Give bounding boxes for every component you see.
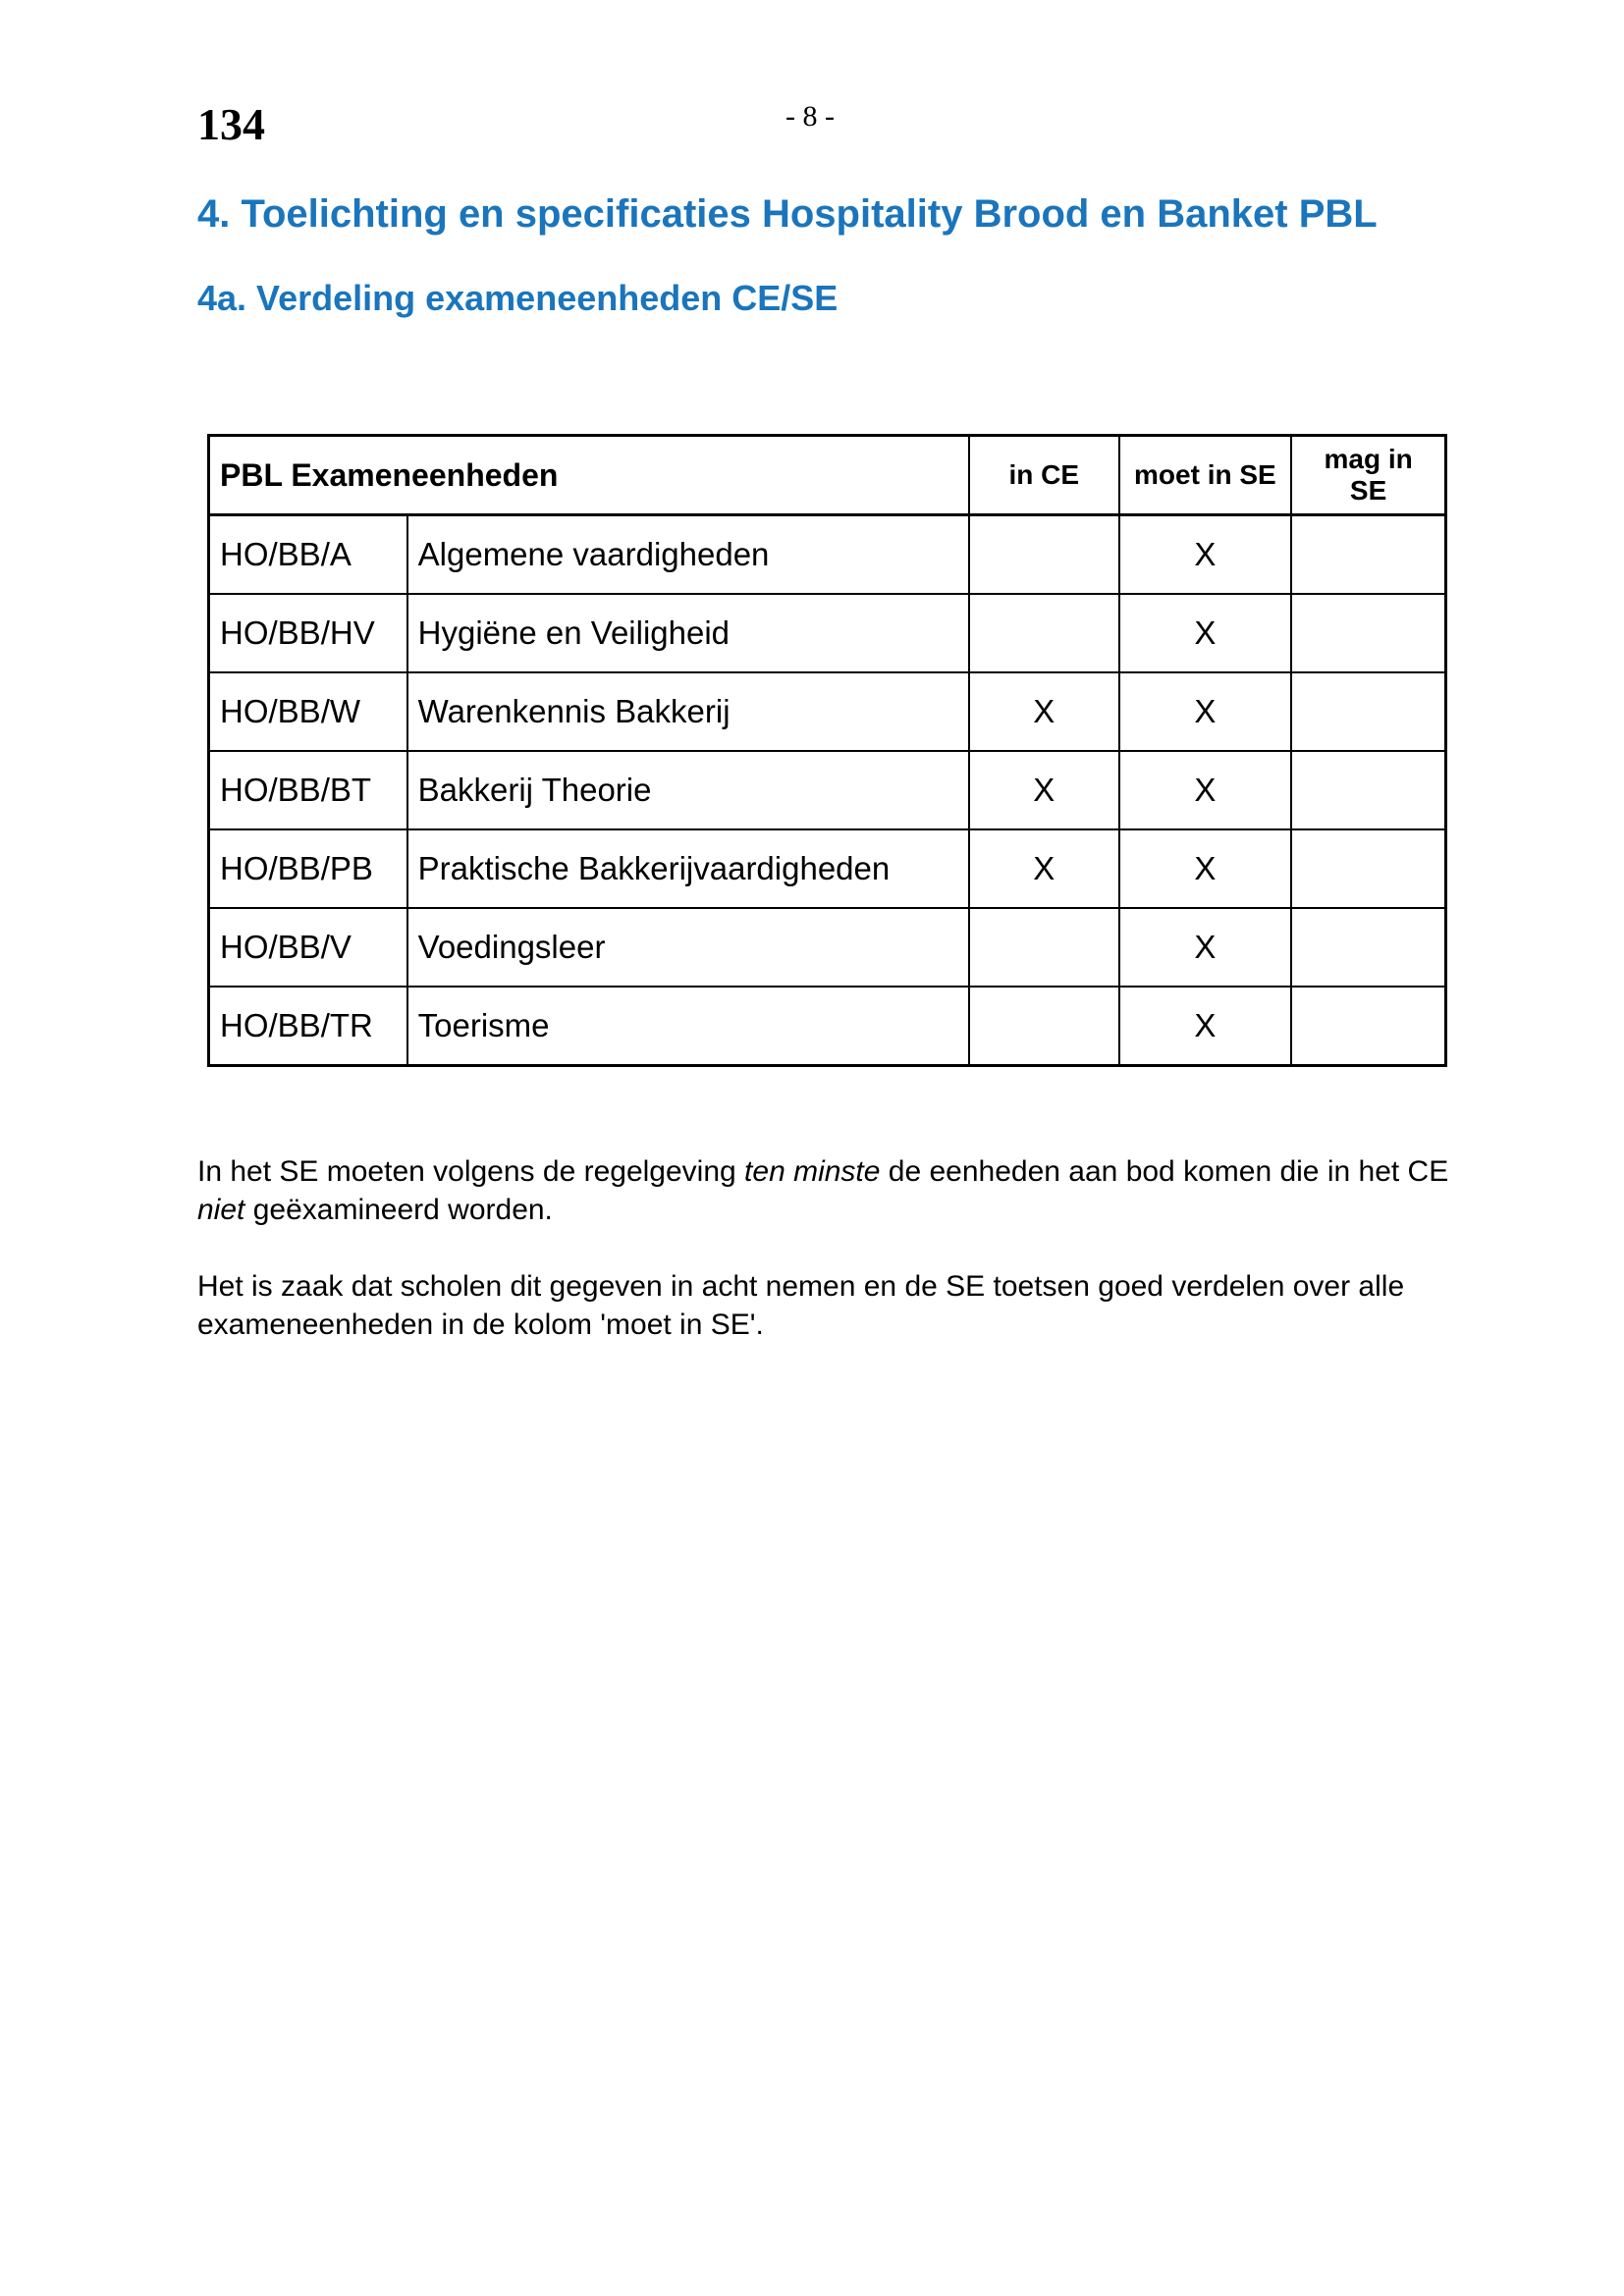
cell-mag-se bbox=[1290, 671, 1447, 752]
cell-mag-se bbox=[1290, 750, 1447, 830]
exam-units-table: PBL Exameneenheden in CE moet in SE mag … bbox=[207, 434, 1447, 1067]
cell-name: Bakkerij Theorie bbox=[406, 750, 970, 830]
header-in-ce: in CE bbox=[967, 434, 1120, 516]
cell-code: HO/BB/PB bbox=[207, 828, 408, 909]
cell-name: Algemene vaardigheden bbox=[406, 513, 970, 595]
page-number-center: - 8 - bbox=[785, 100, 835, 133]
cell-moet-se: X bbox=[1117, 513, 1293, 595]
cell-in-ce bbox=[967, 593, 1120, 673]
cell-in-ce bbox=[967, 513, 1120, 595]
cell-code: HO/BB/W bbox=[207, 671, 408, 752]
cell-in-ce: X bbox=[967, 750, 1120, 830]
cell-mag-se bbox=[1290, 907, 1447, 988]
header-mag-in-se: mag in SE bbox=[1290, 434, 1447, 516]
section-heading: 4. Toelichting en specificaties Hospital… bbox=[197, 192, 1378, 236]
cell-moet-se: X bbox=[1117, 986, 1293, 1067]
cell-name: Hygiëne en Veiligheid bbox=[406, 593, 970, 673]
emphasis: niet bbox=[197, 1194, 245, 1226]
table-row: HO/BB/PB Praktische Bakkerijvaardigheden X… bbox=[207, 828, 1447, 909]
cell-moet-se: X bbox=[1117, 750, 1293, 830]
cell-mag-se bbox=[1290, 513, 1447, 595]
cell-moet-se: X bbox=[1117, 907, 1293, 988]
cell-code: HO/BB/V bbox=[207, 907, 408, 988]
header-moet-in-se: moet in SE bbox=[1117, 434, 1293, 516]
cell-moet-se: X bbox=[1117, 828, 1293, 909]
cell-mag-se bbox=[1290, 593, 1447, 673]
cell-name: Voedingsleer bbox=[406, 907, 970, 988]
cell-code: HO/BB/A bbox=[207, 513, 408, 595]
table-header-row: PBL Exameneenheden in CE moet in SE mag … bbox=[207, 434, 1447, 516]
text: de eenheden aan bod komen die in het CE bbox=[880, 1155, 1449, 1188]
paragraph-1: In het SE moeten volgens de regelgeving … bbox=[197, 1152, 1464, 1229]
table-row: HO/BB/BT Bakkerij Theorie X X bbox=[207, 750, 1447, 830]
paragraph-2: Het is zaak dat scholen dit gegeven in a… bbox=[197, 1270, 1405, 1341]
cell-code: HO/BB/HV bbox=[207, 593, 408, 673]
cell-name: Praktische Bakkerijvaardigheden bbox=[406, 828, 970, 909]
cell-in-ce: X bbox=[967, 828, 1120, 909]
cell-in-ce bbox=[967, 907, 1120, 988]
cell-mag-se bbox=[1290, 986, 1447, 1067]
table-row: HO/BB/V Voedingsleer X bbox=[207, 907, 1447, 988]
cell-code: HO/BB/TR bbox=[207, 986, 408, 1067]
text: In het SE moeten volgens de regelgeving bbox=[197, 1155, 745, 1188]
text: geëxamineerd worden. bbox=[244, 1194, 553, 1226]
cell-code: HO/BB/BT bbox=[207, 750, 408, 830]
table-row: HO/BB/W Warenkennis Bakkerij X X bbox=[207, 671, 1447, 752]
cell-name: Warenkennis Bakkerij bbox=[406, 671, 970, 752]
cell-in-ce: X bbox=[967, 671, 1120, 752]
cell-moet-se: X bbox=[1117, 593, 1293, 673]
table-row: HO/BB/HV Hygiëne en Veiligheid X bbox=[207, 593, 1447, 673]
table-row: HO/BB/TR Toerisme X bbox=[207, 986, 1447, 1067]
cell-name: Toerisme bbox=[406, 986, 970, 1067]
subsection-heading: 4a. Verdeling exameneenheden CE/SE bbox=[197, 278, 839, 318]
cell-mag-se bbox=[1290, 828, 1447, 909]
page-number-left: 134 bbox=[197, 99, 265, 149]
emphasis: ten minste bbox=[744, 1155, 881, 1188]
table-row: HO/BB/A Algemene vaardigheden X bbox=[207, 513, 1447, 595]
cell-moet-se: X bbox=[1117, 671, 1293, 752]
cell-in-ce bbox=[967, 986, 1120, 1067]
header-units: PBL Exameneenheden bbox=[207, 434, 970, 516]
